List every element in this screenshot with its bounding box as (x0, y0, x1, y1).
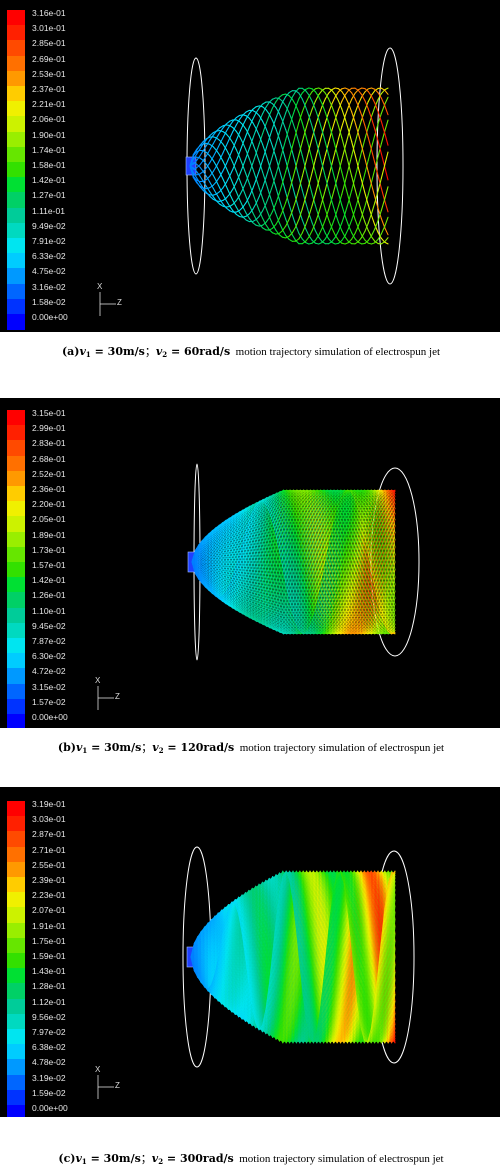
v2-value: = 60rad/s (167, 345, 230, 358)
axis-x-label: X (95, 676, 100, 685)
axis-x-label: X (97, 282, 102, 291)
caption-prefix: (b) (58, 741, 76, 754)
caption-text: motion trajectory simulation of electros… (239, 1153, 443, 1165)
collector-electrode (377, 48, 403, 284)
trajectory-plot-a (0, 0, 500, 332)
trajectory-plot-c (0, 787, 500, 1117)
axis-z-label: Z (117, 298, 122, 307)
v1-value: = 30m/s (91, 345, 145, 358)
caption-text: motion trajectory simulation of electros… (236, 346, 440, 358)
axis-x-label: X (95, 1065, 100, 1074)
v2-value: = 120rad/s (164, 741, 235, 754)
jet-trajectories (191, 871, 395, 1043)
trajectory-plot-b (0, 398, 500, 728)
v1-value: = 30m/s (87, 741, 141, 754)
v2-value: = 300rad/s (163, 1152, 234, 1165)
v1-value: = 30m/s (87, 1152, 141, 1165)
caption-prefix: (c) (58, 1152, 75, 1165)
axis-z-label: Z (115, 692, 120, 701)
caption-text: motion trajectory simulation of electros… (240, 742, 444, 754)
axis-z-label: Z (115, 1081, 120, 1090)
caption-separator: ； (141, 742, 152, 754)
caption-separator: ； (145, 346, 156, 358)
axes-lines (90, 680, 130, 716)
caption-separator: ； (141, 1153, 152, 1165)
caption-b: (b)v1 = 30m/s；v2 = 120rad/s motion traje… (0, 739, 502, 755)
caption-prefix: (a) (62, 345, 80, 358)
axes-lines (92, 286, 132, 322)
axes-lines (90, 1069, 130, 1105)
jet-trajectories (190, 88, 388, 244)
jet-trajectories (192, 490, 395, 634)
caption-a: (a)v1 = 30m/s；v2 = 60rad/s motion trajec… (0, 343, 502, 359)
